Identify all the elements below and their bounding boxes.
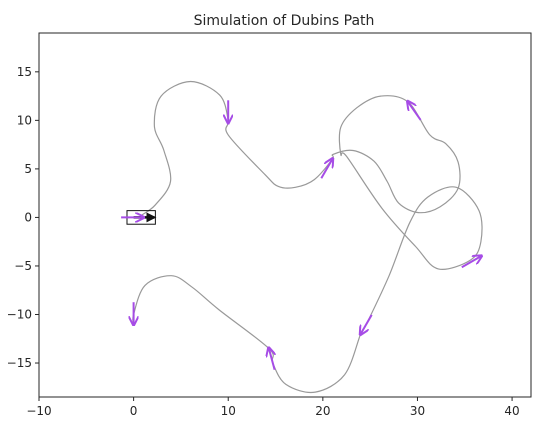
x-tick-label: 0 xyxy=(130,404,138,418)
y-tick-label: −15 xyxy=(7,356,32,370)
y-tick-label: 10 xyxy=(17,113,32,127)
heading-arrow-3 xyxy=(361,314,373,334)
heading-arrow-4 xyxy=(461,256,481,269)
x-tick-label: 30 xyxy=(410,404,425,418)
x-tick-label: 20 xyxy=(315,404,330,418)
heading-arrow-5 xyxy=(408,102,422,121)
y-tick-label: −10 xyxy=(7,307,32,321)
heading-arrow-2 xyxy=(269,349,275,370)
dubins-path-line xyxy=(132,80,483,394)
x-tick-label: 40 xyxy=(504,404,519,418)
plot-frame xyxy=(38,32,532,398)
y-tick-label: 5 xyxy=(24,162,32,176)
chart-title: Simulation of Dubins Path xyxy=(194,13,375,29)
y-tick-label: 15 xyxy=(17,65,32,79)
plot-area xyxy=(121,80,483,394)
x-axis: −10 0 10 20 30 40 xyxy=(26,397,520,418)
y-tick-label: 0 xyxy=(24,210,32,224)
x-tick-label: 10 xyxy=(221,404,236,418)
y-axis: −15 −10 −5 0 5 10 15 xyxy=(7,65,39,370)
x-tick-label: −10 xyxy=(26,404,51,418)
y-tick-label: −5 xyxy=(14,259,32,273)
heading-arrow-6 xyxy=(320,159,332,179)
